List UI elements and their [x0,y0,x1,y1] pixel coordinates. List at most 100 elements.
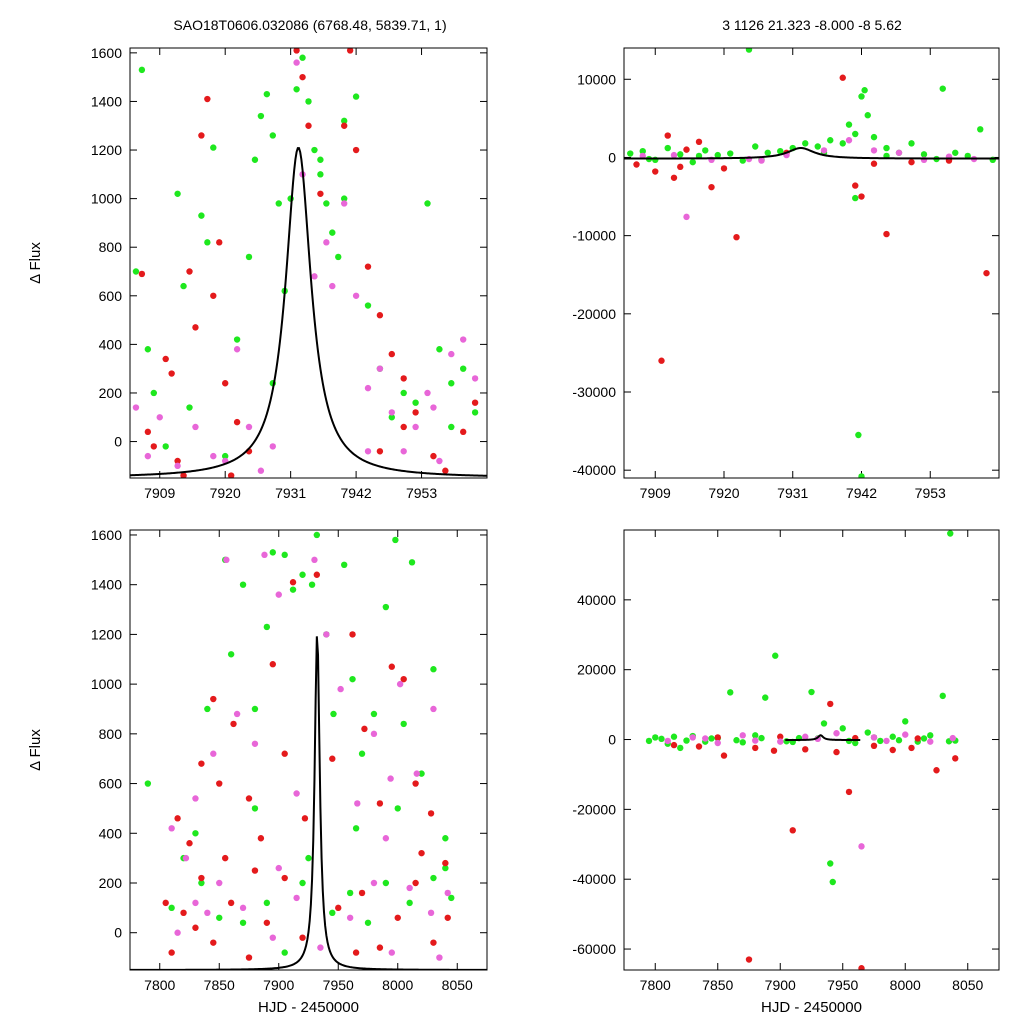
scatter-point-green [652,734,659,741]
y-tick-label: 1600 [91,45,122,61]
scatter-point-green [658,735,665,743]
scatter-point-magenta [739,732,746,739]
scatter-point-red [204,95,211,103]
scatter-point-green [317,156,324,163]
x-tick-label: 8000 [890,977,921,993]
scatter-point-magenta [396,680,404,688]
scatter-point-red [299,73,306,81]
scatter-point-magenta [275,591,282,598]
scatter-point-magenta [777,738,784,745]
scatter-point-red [150,443,157,450]
scatter-point-red [733,234,740,241]
y-tick-label: 600 [99,288,123,304]
scatter-point-green [952,149,959,156]
scatter-point-green [752,143,759,150]
scatter-point-red [281,874,288,882]
scatter-point-green [358,750,366,757]
scatter-points [624,48,999,478]
scatter-point-magenta [323,239,330,246]
scatter-point-red [313,571,321,578]
scatter-point-red [210,292,217,299]
scatter-point-magenta [858,843,865,850]
scatter-point-green [382,879,390,887]
scatter-point-red [442,467,449,474]
scatter-point-green [251,805,259,812]
scatter-point-red [329,755,336,762]
scatter-point-magenta [702,735,709,742]
x-tick-label: 7950 [827,977,858,993]
scatter-point-magenta [239,904,247,912]
scatter-point-green [883,144,890,152]
scatter-point-green [364,919,372,926]
scatter-point-green [442,864,449,872]
scatter-point-red [889,746,896,754]
scatter-point-green [275,200,282,207]
scatter-point-green [852,739,859,747]
scatter-point-red [802,746,809,753]
scatter-point-green [777,148,784,155]
scatter-point-red [677,163,684,171]
scatter-point-green [168,904,175,912]
x-tick-label: 7953 [915,485,946,501]
scatter-point-magenta [329,282,336,290]
scatter-point-red [714,734,721,741]
scatter-point-red [144,428,152,436]
scatter-point-green [814,143,821,150]
scatter-point-magenta [269,934,276,941]
scatter-point-red [376,944,384,951]
scatter-point-magenta [444,889,451,897]
scatter-point-green [180,282,187,290]
scatter-point-red [293,48,300,54]
scatter-point-red [361,725,368,733]
scatter-point-red [138,270,146,278]
scatter-point-red [174,457,181,465]
scatter-point-magenta [352,292,360,299]
scatter-point-green [227,651,235,658]
y-tick-label: 200 [99,875,123,891]
scatter-point-magenta [714,739,721,747]
y-tick-label: 10000 [577,71,616,87]
plot-frame [623,47,1000,479]
scatter-point-red [883,230,890,238]
scatter-point-red [914,735,921,742]
scatter-points [645,530,959,970]
scatter-point-green [330,710,337,718]
scatter-point-red [233,418,241,426]
y-tick-label: 1000 [91,676,122,692]
scatter-point-green [341,117,348,125]
scatter-point-green [714,151,721,159]
scatter-point-green [352,93,360,100]
scatter-point-green [186,404,193,411]
scatter-point-green [964,152,971,160]
scatter-point-green [204,239,211,246]
y-tick-label: -20000 [572,801,616,817]
y-tick-label: 1200 [91,626,122,642]
x-tick-label: 7909 [640,485,671,501]
scatter-point-red [720,165,728,172]
scatter-point-red [418,849,425,857]
scatter-point-green [281,551,288,559]
y-tick-label: -30000 [572,384,616,400]
scatter-point-magenta [430,404,437,411]
y-tick-label: -40000 [572,871,616,887]
scatter-point-green [889,733,896,740]
scatter-point-green [263,623,271,631]
scatter-point-magenta [311,273,318,280]
scatter-point-magenta [424,389,431,397]
scatter-point-magenta [293,894,300,902]
x-tick-label: 7900 [263,977,294,993]
scatter-point-green [471,409,479,416]
scatter-point-green [257,112,265,120]
scatter-point-green [313,531,321,539]
plot-frame [129,47,488,479]
scatter-point-green [870,133,878,141]
scatter-point-red [376,448,384,455]
scatter-point-green [727,150,734,157]
scatter-point-green [977,126,984,133]
scatter-point-magenta [388,409,395,416]
scatter-point-red [364,263,372,270]
scatter-point-green [733,737,740,744]
scatter-point-green [132,268,140,275]
scatter-point-green [627,150,634,157]
panel-top-left: 7909 7920 7931 7942 7953 0 200 400 600 800 1000 120… [27,45,488,501]
